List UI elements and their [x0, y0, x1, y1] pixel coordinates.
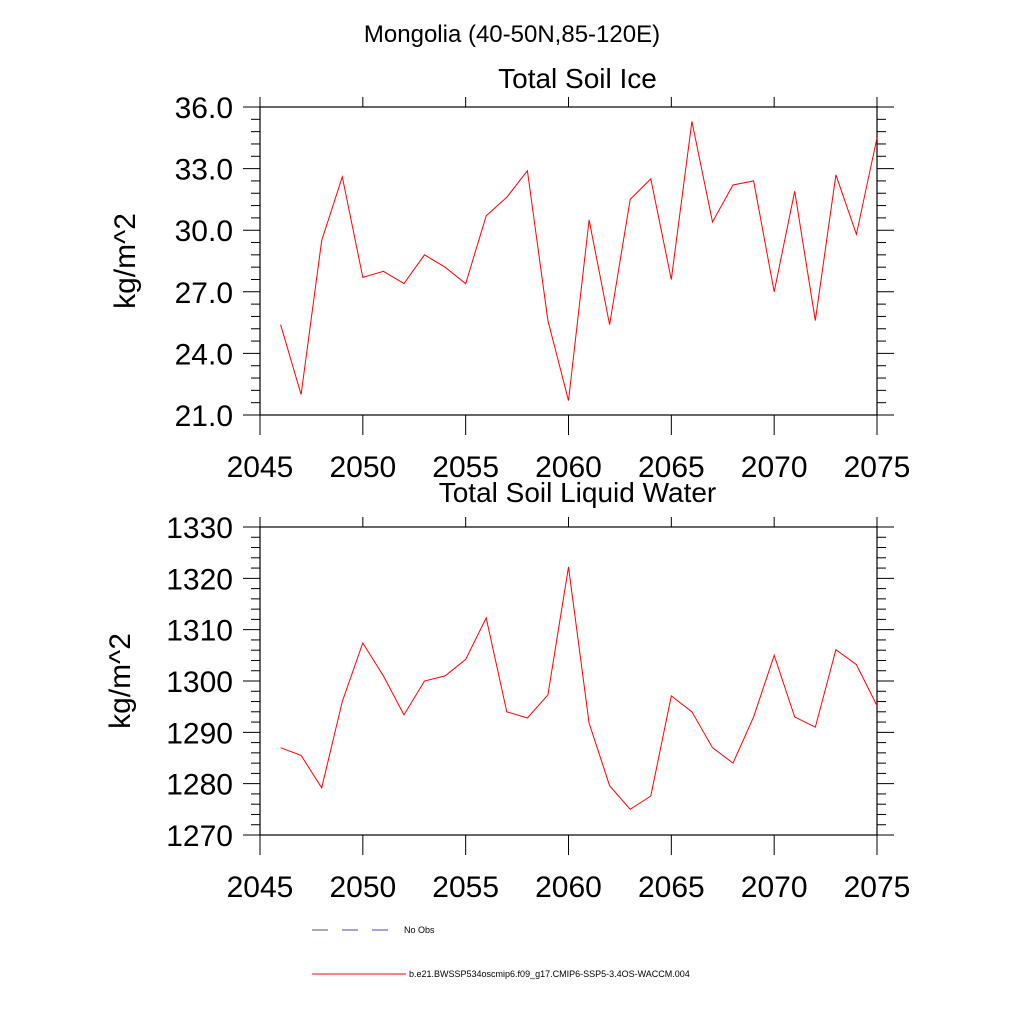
- x-tick-label: 2055: [432, 451, 499, 484]
- y-tick-label: 33.0: [175, 154, 233, 187]
- x-tick-label: 2050: [329, 451, 396, 484]
- x-tick-label: 2045: [227, 451, 294, 484]
- y-axis-label: kg/m^2: [109, 213, 142, 309]
- x-tick-label: 2055: [432, 871, 499, 904]
- y-tick-label: 1320: [166, 563, 233, 596]
- x-tick-label: 2050: [329, 871, 396, 904]
- x-tick-label: 2065: [638, 451, 705, 484]
- y-tick-label: 36.0: [175, 92, 233, 125]
- y-tick-label: 1270: [166, 820, 233, 853]
- plot-frame: [259, 526, 878, 836]
- panel-title: Total Soil Ice: [498, 63, 657, 94]
- y-tick-label: 21.0: [175, 400, 233, 433]
- legend-label-model: b.e21.BWSSP534oscmip6.f09_g17.CMIP6-SSP5…: [409, 969, 690, 979]
- y-tick-label: 1300: [166, 666, 233, 699]
- y-axis-label: kg/m^2: [104, 633, 137, 729]
- x-tick-label: 2075: [844, 451, 911, 484]
- x-tick-label: 2075: [844, 871, 911, 904]
- panel-title: Total Soil Liquid Water: [439, 477, 717, 508]
- x-tick-label: 2045: [227, 871, 294, 904]
- legend-label-no-obs: No Obs: [404, 925, 435, 935]
- series-line: [280, 566, 878, 810]
- panel-total-soil-liquid-water: Total Soil Liquid Water kg/m^2 2045 2050 205…: [104, 477, 910, 904]
- y-tick-label: 1280: [166, 769, 233, 802]
- x-tick-label: 2060: [535, 871, 602, 904]
- y-tick-label: 27.0: [175, 277, 233, 310]
- y-tick-label: 24.0: [175, 338, 233, 371]
- legend: No Obs b.e21.BWSSP534oscmip6.f09_g17.CMI…: [312, 925, 690, 979]
- figure-title: Mongolia (40-50N,85-120E): [364, 21, 660, 48]
- x-tick-label: 2065: [638, 871, 705, 904]
- y-tick-label: 30.0: [175, 215, 233, 248]
- plot-frame: [259, 106, 878, 416]
- series-line: [280, 121, 878, 401]
- panel-total-soil-ice: Total Soil Ice kg/m^2 2045 2050 2055 2060 2065…: [109, 63, 910, 484]
- y-tick-label: 1290: [166, 717, 233, 750]
- y-tick-label: 1310: [166, 615, 233, 648]
- x-tick-label: 2060: [535, 451, 602, 484]
- x-tick-label: 2070: [741, 871, 808, 904]
- y-tick-label: 1330: [166, 512, 233, 545]
- x-tick-label: 2070: [741, 451, 808, 484]
